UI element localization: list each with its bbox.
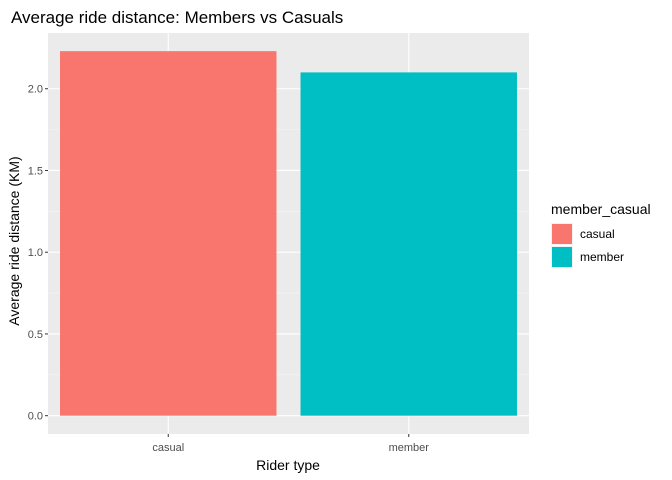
bar-member xyxy=(300,72,517,416)
legend-label-casual: casual xyxy=(580,227,615,241)
y-tick-label: 0.5 xyxy=(28,329,43,341)
bar-casual xyxy=(60,51,277,416)
y-axis: 0.0 0.5 1.0 1.5 2.0 xyxy=(28,84,48,423)
x-tick-label: member xyxy=(389,442,430,454)
y-tick-label: 1.5 xyxy=(28,165,43,177)
x-tick-label: casual xyxy=(152,442,184,454)
legend-swatch-member xyxy=(552,247,572,267)
legend-label-member: member xyxy=(580,250,624,264)
y-tick-label: 0.0 xyxy=(28,411,43,423)
legend: member_casual casual member xyxy=(551,201,651,268)
x-axis-title: Rider type xyxy=(256,457,320,473)
legend-title: member_casual xyxy=(551,201,651,217)
x-axis: casual member xyxy=(152,434,429,454)
y-tick-label: 2.0 xyxy=(28,84,43,96)
y-axis-title: Average ride distance (KM) xyxy=(6,156,22,325)
legend-swatch-casual xyxy=(552,224,572,244)
plot-panel xyxy=(48,33,529,434)
bars xyxy=(60,51,517,416)
chart-title: Average ride distance: Members vs Casual… xyxy=(11,8,343,27)
y-tick-label: 1.0 xyxy=(28,247,43,259)
